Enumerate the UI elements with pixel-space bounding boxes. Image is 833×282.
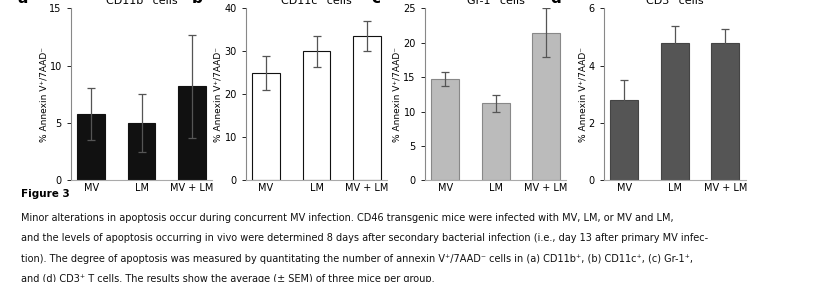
Y-axis label: % Annexin V⁺/7AAD⁻: % Annexin V⁺/7AAD⁻	[578, 47, 587, 142]
Bar	[711, 43, 739, 180]
Bar	[127, 123, 156, 180]
Text: Minor alterations in apoptosis occur during concurrent MV infection. CD46 transg: Minor alterations in apoptosis occur dur…	[21, 213, 673, 223]
Bar	[661, 43, 689, 180]
Title: Gr-1⁺ cells: Gr-1⁺ cells	[466, 0, 525, 6]
Text: c: c	[371, 0, 380, 6]
Title: CD3⁺ cells: CD3⁺ cells	[646, 0, 704, 6]
Text: and the levels of apoptosis occurring in vivo were determined 8 days after secon: and the levels of apoptosis occurring in…	[21, 233, 708, 243]
Bar	[178, 87, 206, 180]
Bar	[353, 36, 381, 180]
Title: CD11b⁺ cells: CD11b⁺ cells	[106, 0, 177, 6]
Bar	[481, 103, 510, 180]
Text: and (d) CD3⁺ T cells. The results show the average (± SEM) of three mice per gro: and (d) CD3⁺ T cells. The results show t…	[21, 274, 435, 282]
Bar	[431, 79, 459, 180]
Bar	[532, 32, 560, 180]
Text: d: d	[550, 0, 561, 6]
Bar	[302, 51, 331, 180]
Title: CD11c⁺ cells: CD11c⁺ cells	[282, 0, 352, 6]
Bar	[252, 73, 280, 180]
Y-axis label: % Annexin V⁺/7AAD⁻: % Annexin V⁺/7AAD⁻	[214, 47, 223, 142]
Text: tion). The degree of apoptosis was measured by quantitating the number of annexi: tion). The degree of apoptosis was measu…	[21, 254, 693, 263]
Y-axis label: % Annexin V⁺/7AAD⁻: % Annexin V⁺/7AAD⁻	[393, 47, 402, 142]
Text: a: a	[17, 0, 27, 6]
Y-axis label: % Annexin V⁺/7AAD⁻: % Annexin V⁺/7AAD⁻	[39, 47, 48, 142]
Bar	[77, 114, 105, 180]
Text: Figure 3: Figure 3	[21, 189, 70, 199]
Bar	[611, 100, 638, 180]
Text: b: b	[192, 0, 202, 6]
